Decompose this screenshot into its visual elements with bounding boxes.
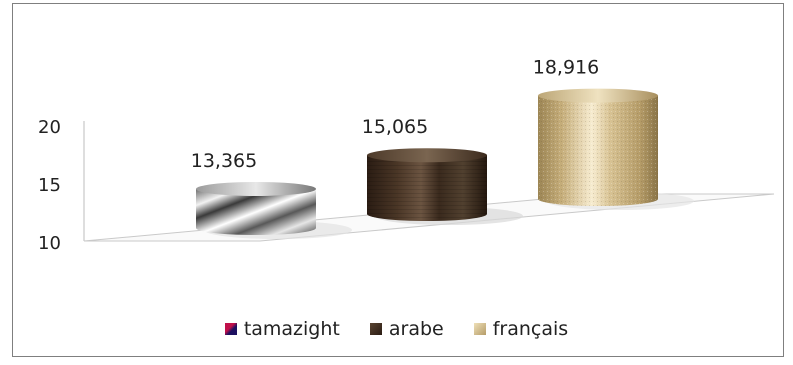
bar-tamazight xyxy=(196,188,316,235)
bars xyxy=(196,88,694,239)
bar-texture xyxy=(538,95,658,206)
y-tick-labels: 10 15 20 xyxy=(38,117,61,254)
legend-swatch xyxy=(224,323,237,335)
data-label: 18,916 xyxy=(533,57,599,79)
legend-item-tamazight: tamazight xyxy=(224,318,340,340)
data-labels: 13,365 15,065 18,916 xyxy=(191,57,599,172)
legend-label: tamazight xyxy=(243,318,340,340)
chart-legend: tamazight arabe français xyxy=(0,318,793,340)
legend-label: français xyxy=(492,318,569,340)
y-tick-label: 20 xyxy=(38,117,61,138)
legend-swatch xyxy=(369,323,382,335)
data-label: 15,065 xyxy=(362,116,428,138)
data-label: 13,365 xyxy=(191,150,257,172)
y-tick-label: 10 xyxy=(38,233,61,254)
bar-top-cap xyxy=(538,88,658,103)
legend-swatch xyxy=(473,323,486,335)
legend-label: arabe xyxy=(388,318,444,340)
legend-item-francais: français xyxy=(473,318,569,340)
bar-texture xyxy=(367,155,487,221)
y-tick-label: 15 xyxy=(38,175,61,196)
bar-top-cap xyxy=(367,148,487,163)
bar-top-cap xyxy=(196,181,316,196)
legend-item-arabe: arabe xyxy=(369,318,444,340)
